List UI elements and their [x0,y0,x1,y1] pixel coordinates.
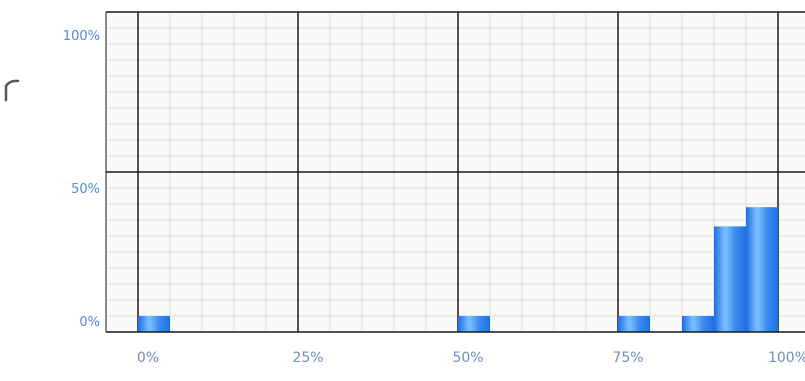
x-tick-label: 50% [452,350,483,366]
histogram-bar [746,207,778,332]
x-tick-label: 0% [137,350,159,366]
x-tick-label: 25% [292,350,323,366]
major-grid [106,12,805,332]
histogram-bar [682,316,714,332]
y-tick-labels: 100% 50% 0% [63,29,100,330]
x-tick-label: 75% [612,350,643,366]
y-tick-label: 0% [79,315,100,330]
y-tick-label: 50% [71,182,100,197]
histogram-bar [458,316,490,332]
histogram-bar [714,226,746,332]
cropped-glyph-decoration [4,79,20,102]
histogram-bar [138,316,170,332]
bars-group [138,207,778,332]
x-tick-labels: 0% 25% 50% 75% 100% [137,350,805,366]
x-tick-label: 100% [768,350,805,366]
y-tick-label: 100% [63,29,100,44]
histogram-bar [618,316,650,332]
